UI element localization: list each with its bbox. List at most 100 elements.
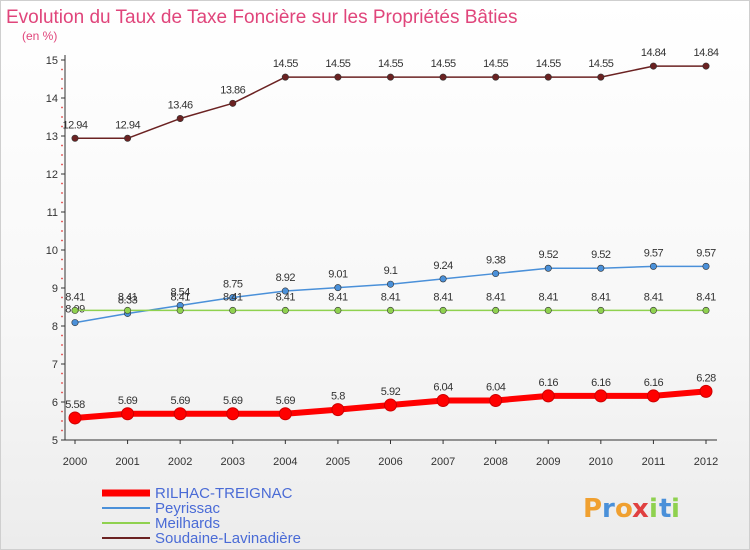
legend-label: Meilhards	[155, 515, 220, 532]
data-point	[492, 270, 500, 278]
data-label: 8.41	[170, 291, 190, 303]
data-point	[597, 306, 605, 314]
y-tick-label: 14	[46, 93, 58, 105]
data-label: 6.16	[591, 377, 611, 389]
data-label: 8.41	[276, 291, 296, 303]
x-tick-label: 2012	[694, 456, 718, 468]
y-minor-tick	[61, 239, 63, 242]
data-point	[439, 73, 447, 81]
data-label: 14.55	[588, 58, 613, 70]
data-point	[544, 264, 552, 272]
y-tick-label: 5	[52, 435, 58, 447]
data-point	[173, 407, 187, 421]
x-tick-label: 2007	[431, 456, 455, 468]
data-label: 14.55	[378, 58, 403, 70]
y-minor-tick	[61, 116, 63, 118]
data-point	[439, 306, 447, 314]
axes: 5 6 7 8 9 10 11 12 13 14 15 2000 2001 2002 2003 2004 200…	[46, 55, 718, 468]
data-label: 5.58	[65, 399, 85, 411]
data-point	[68, 411, 82, 425]
y-tick-label: 13	[46, 131, 58, 143]
y-minor-tick	[61, 420, 63, 422]
y-minor-tick	[61, 78, 63, 80]
data-label: 5.69	[223, 395, 243, 407]
legend: RILHAC-TREIGNACPeyrissacMeilhardsSoudain…	[102, 485, 301, 547]
data-label: 9.1	[384, 265, 398, 277]
y-tick-label: 11	[47, 207, 58, 219]
y-minor-tick	[61, 87, 63, 90]
data-point	[649, 262, 657, 270]
data-point	[71, 306, 79, 314]
y-minor-tick	[61, 353, 63, 356]
y-unit-label: (en %)	[22, 29, 57, 43]
y-minor-tick	[61, 106, 63, 109]
data-label: 14.55	[273, 58, 298, 70]
data-point	[702, 262, 710, 270]
data-label: 5.69	[170, 395, 190, 407]
data-point	[281, 306, 289, 314]
y-minor-tick	[61, 192, 63, 194]
y-tick-label: 12	[46, 169, 58, 181]
y-minor-tick	[61, 258, 63, 261]
data-label: 13.46	[168, 100, 193, 112]
y-minor-tick	[61, 334, 63, 337]
data-label: 8.41	[433, 291, 453, 303]
y-minor-tick	[61, 268, 63, 270]
data-label: 14.55	[431, 58, 456, 70]
y-minor-tick	[61, 344, 63, 346]
x-tick-label: 2001	[115, 456, 139, 468]
data-label: 9.38	[486, 255, 506, 267]
data-point	[176, 115, 184, 123]
data-label: 8.33	[118, 294, 138, 306]
data-label: 6.04	[486, 381, 506, 393]
y-minor-tick	[61, 315, 63, 318]
y-minor-tick	[61, 296, 63, 299]
data-label: 9.57	[696, 247, 716, 259]
data-point	[702, 306, 710, 314]
data-label: 8.41	[539, 291, 559, 303]
data-point	[702, 62, 710, 70]
data-point	[649, 306, 657, 314]
data-point	[71, 319, 79, 327]
brand-letter: o	[615, 494, 633, 524]
data-point	[334, 284, 342, 292]
data-point	[489, 393, 503, 407]
y-minor-tick	[61, 306, 63, 308]
data-point	[124, 134, 132, 142]
data-label: 8.41	[381, 291, 401, 303]
x-tick-label: 2006	[378, 456, 402, 468]
y-minor-tick	[61, 429, 63, 432]
data-point	[436, 393, 450, 407]
data-point	[121, 407, 135, 421]
legend-label: Soudaine-Lavinadière	[155, 530, 301, 547]
y-minor-tick	[61, 154, 63, 156]
data-point	[226, 407, 240, 421]
y-tick-label: 10	[46, 245, 58, 257]
data-point	[281, 73, 289, 81]
brand-letter: i	[671, 494, 680, 524]
data-point	[281, 287, 289, 295]
y-minor-tick	[61, 372, 63, 375]
data-label: 8.92	[276, 272, 296, 284]
data-point	[331, 403, 345, 417]
data-label: 14.55	[325, 58, 350, 70]
x-tick-label: 2003	[221, 456, 245, 468]
legend-label: RILHAC-TREIGNAC	[155, 485, 293, 502]
data-point	[699, 384, 713, 398]
y-minor-tick	[61, 277, 63, 280]
x-tick-label: 2000	[63, 456, 87, 468]
data-point	[594, 389, 608, 403]
data-point	[176, 306, 184, 314]
data-point	[597, 73, 605, 81]
y-tick-label: 9	[52, 283, 58, 295]
y-minor-tick	[61, 201, 63, 204]
data-point	[544, 73, 552, 81]
data-point	[492, 73, 500, 81]
y-minor-tick	[61, 410, 63, 413]
y-minor-tick	[61, 230, 63, 232]
x-tick-label: 2002	[168, 456, 192, 468]
data-point	[334, 73, 342, 81]
brand-letter: P	[583, 494, 602, 524]
